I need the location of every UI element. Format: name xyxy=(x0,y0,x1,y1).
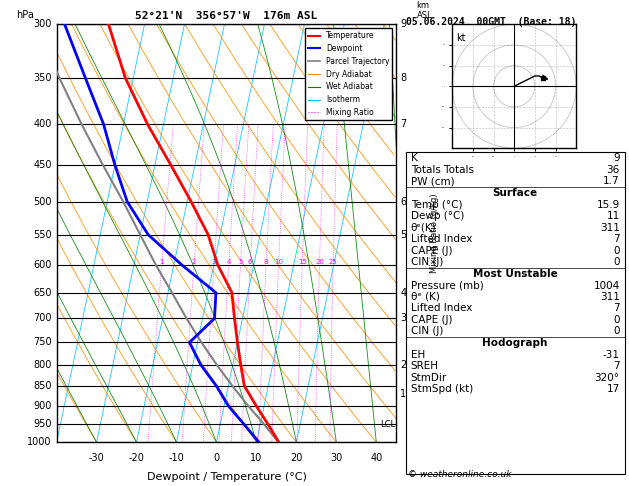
Text: Hodograph: Hodograph xyxy=(482,338,548,348)
Text: θᵉ (K): θᵉ (K) xyxy=(411,292,440,302)
Text: StmDir: StmDir xyxy=(411,373,447,382)
Text: LCL: LCL xyxy=(380,420,395,429)
Text: 10: 10 xyxy=(250,453,262,463)
Text: hPa: hPa xyxy=(16,10,34,20)
Text: 600: 600 xyxy=(33,260,52,270)
Text: 6: 6 xyxy=(248,259,252,265)
Text: 900: 900 xyxy=(33,400,52,411)
Text: -10: -10 xyxy=(169,453,184,463)
Text: 500: 500 xyxy=(33,197,52,207)
Text: 8: 8 xyxy=(400,73,406,83)
Text: 400: 400 xyxy=(33,119,52,129)
Text: 7: 7 xyxy=(400,119,406,129)
Text: K: K xyxy=(411,154,418,163)
Text: 1.7: 1.7 xyxy=(603,176,620,186)
Text: -30: -30 xyxy=(89,453,104,463)
Text: Mixing Ratio (g/kg): Mixing Ratio (g/kg) xyxy=(430,193,439,273)
Text: 0: 0 xyxy=(213,453,220,463)
Text: Lifted Index: Lifted Index xyxy=(411,303,472,313)
Text: 9: 9 xyxy=(400,19,406,29)
Text: Dewpoint / Temperature (°C): Dewpoint / Temperature (°C) xyxy=(147,471,306,482)
Text: 320°: 320° xyxy=(594,373,620,382)
Text: 20: 20 xyxy=(315,259,324,265)
Text: 20: 20 xyxy=(290,453,303,463)
Text: CIN (J): CIN (J) xyxy=(411,257,443,267)
Text: 15: 15 xyxy=(298,259,306,265)
Text: 1000: 1000 xyxy=(27,437,52,447)
Title: 52°21'N  356°57'W  176m ASL: 52°21'N 356°57'W 176m ASL xyxy=(135,11,318,21)
Text: Pressure (mb): Pressure (mb) xyxy=(411,280,484,291)
Text: 4: 4 xyxy=(400,288,406,298)
Text: 2: 2 xyxy=(192,259,196,265)
Text: 750: 750 xyxy=(33,337,52,347)
Text: 311: 311 xyxy=(599,292,620,302)
Text: StmSpd (kt): StmSpd (kt) xyxy=(411,384,473,394)
Text: 11: 11 xyxy=(606,211,620,221)
Text: Temp (°C): Temp (°C) xyxy=(411,200,462,210)
Text: © weatheronline.co.uk: © weatheronline.co.uk xyxy=(408,469,511,479)
Text: 05.06.2024  00GMT  (Base: 18): 05.06.2024 00GMT (Base: 18) xyxy=(406,17,576,27)
Text: 1004: 1004 xyxy=(593,280,620,291)
Text: EH: EH xyxy=(411,350,425,360)
Text: Most Unstable: Most Unstable xyxy=(473,269,557,279)
Text: 7: 7 xyxy=(613,303,620,313)
Text: 0: 0 xyxy=(613,257,620,267)
Text: 0: 0 xyxy=(613,326,620,336)
Text: -20: -20 xyxy=(128,453,145,463)
Text: θᵉ(K): θᵉ(K) xyxy=(411,223,437,233)
Text: 8: 8 xyxy=(264,259,269,265)
Text: 10: 10 xyxy=(274,259,283,265)
Text: 1: 1 xyxy=(159,259,164,265)
Text: 300: 300 xyxy=(33,19,52,29)
Text: Totals Totals: Totals Totals xyxy=(411,165,474,175)
Text: 800: 800 xyxy=(33,360,52,370)
Text: 850: 850 xyxy=(33,381,52,391)
Text: 4: 4 xyxy=(226,259,231,265)
Text: 1: 1 xyxy=(400,389,406,399)
Legend: Temperature, Dewpoint, Parcel Trajectory, Dry Adiabat, Wet Adiabat, Isotherm, Mi: Temperature, Dewpoint, Parcel Trajectory… xyxy=(305,28,392,120)
Text: CAPE (J): CAPE (J) xyxy=(411,245,452,256)
Text: Dewp (°C): Dewp (°C) xyxy=(411,211,464,221)
Text: 0: 0 xyxy=(613,315,620,325)
Text: Surface: Surface xyxy=(493,189,538,198)
Text: km
ASL: km ASL xyxy=(416,0,432,20)
Text: CIN (J): CIN (J) xyxy=(411,326,443,336)
Text: 9: 9 xyxy=(613,154,620,163)
Text: 15.9: 15.9 xyxy=(596,200,620,210)
Text: 950: 950 xyxy=(33,419,52,430)
Text: 5: 5 xyxy=(400,230,406,240)
Text: 0: 0 xyxy=(613,245,620,256)
Text: 7: 7 xyxy=(613,234,620,244)
Text: 311: 311 xyxy=(599,223,620,233)
Text: 40: 40 xyxy=(370,453,382,463)
Text: 17: 17 xyxy=(606,384,620,394)
Text: 3: 3 xyxy=(212,259,216,265)
Text: 7: 7 xyxy=(613,361,620,371)
Text: Lifted Index: Lifted Index xyxy=(411,234,472,244)
Text: 700: 700 xyxy=(33,313,52,324)
Text: 5: 5 xyxy=(238,259,243,265)
Text: -31: -31 xyxy=(603,350,620,360)
Text: 550: 550 xyxy=(33,230,52,240)
Text: 3: 3 xyxy=(400,313,406,324)
Text: PW (cm): PW (cm) xyxy=(411,176,454,186)
Text: 2: 2 xyxy=(400,360,406,370)
Text: 36: 36 xyxy=(606,165,620,175)
Text: 450: 450 xyxy=(33,160,52,170)
Text: 650: 650 xyxy=(33,288,52,298)
Text: 350: 350 xyxy=(33,73,52,83)
Text: kt: kt xyxy=(457,33,466,43)
Text: 25: 25 xyxy=(329,259,338,265)
Text: 30: 30 xyxy=(330,453,342,463)
Text: CAPE (J): CAPE (J) xyxy=(411,315,452,325)
Text: SREH: SREH xyxy=(411,361,439,371)
Text: 6: 6 xyxy=(400,197,406,207)
